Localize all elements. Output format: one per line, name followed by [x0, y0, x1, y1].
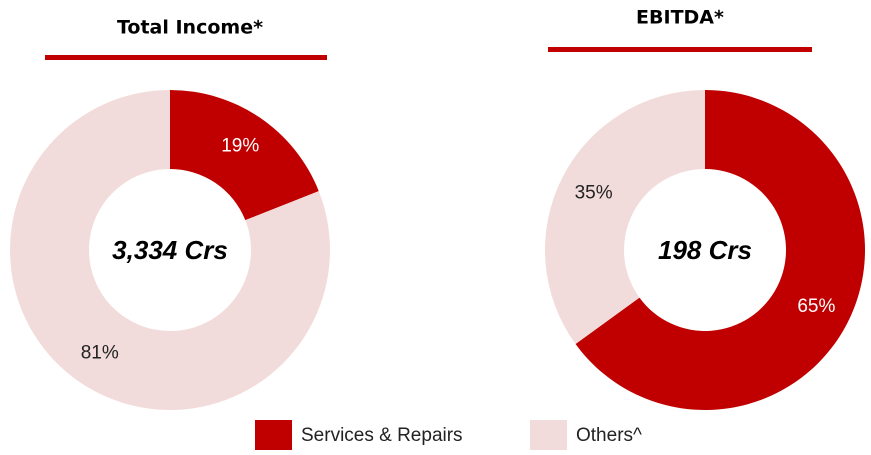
- legend-label: Others^: [576, 425, 642, 446]
- data-label: 19%: [221, 136, 259, 157]
- pie-slice: [544, 90, 705, 345]
- pie-slice: [575, 90, 866, 410]
- title-underline: [548, 47, 812, 52]
- chart-title: Total Income*: [117, 17, 263, 39]
- pie-slice: [10, 90, 331, 410]
- data-label: 35%: [575, 182, 613, 203]
- title-underline: [45, 55, 327, 60]
- center-label: 198 Crs: [658, 235, 752, 265]
- legend-label: Services & Repairs: [301, 425, 463, 446]
- chart-title: EBITDA*: [636, 7, 724, 29]
- data-label: 81%: [81, 342, 119, 363]
- center-label: 3,334 Crs: [112, 235, 228, 265]
- legend-swatch: [255, 420, 292, 450]
- data-label: 65%: [797, 296, 835, 317]
- pie-slice: [170, 90, 319, 221]
- legend-swatch: [530, 420, 567, 450]
